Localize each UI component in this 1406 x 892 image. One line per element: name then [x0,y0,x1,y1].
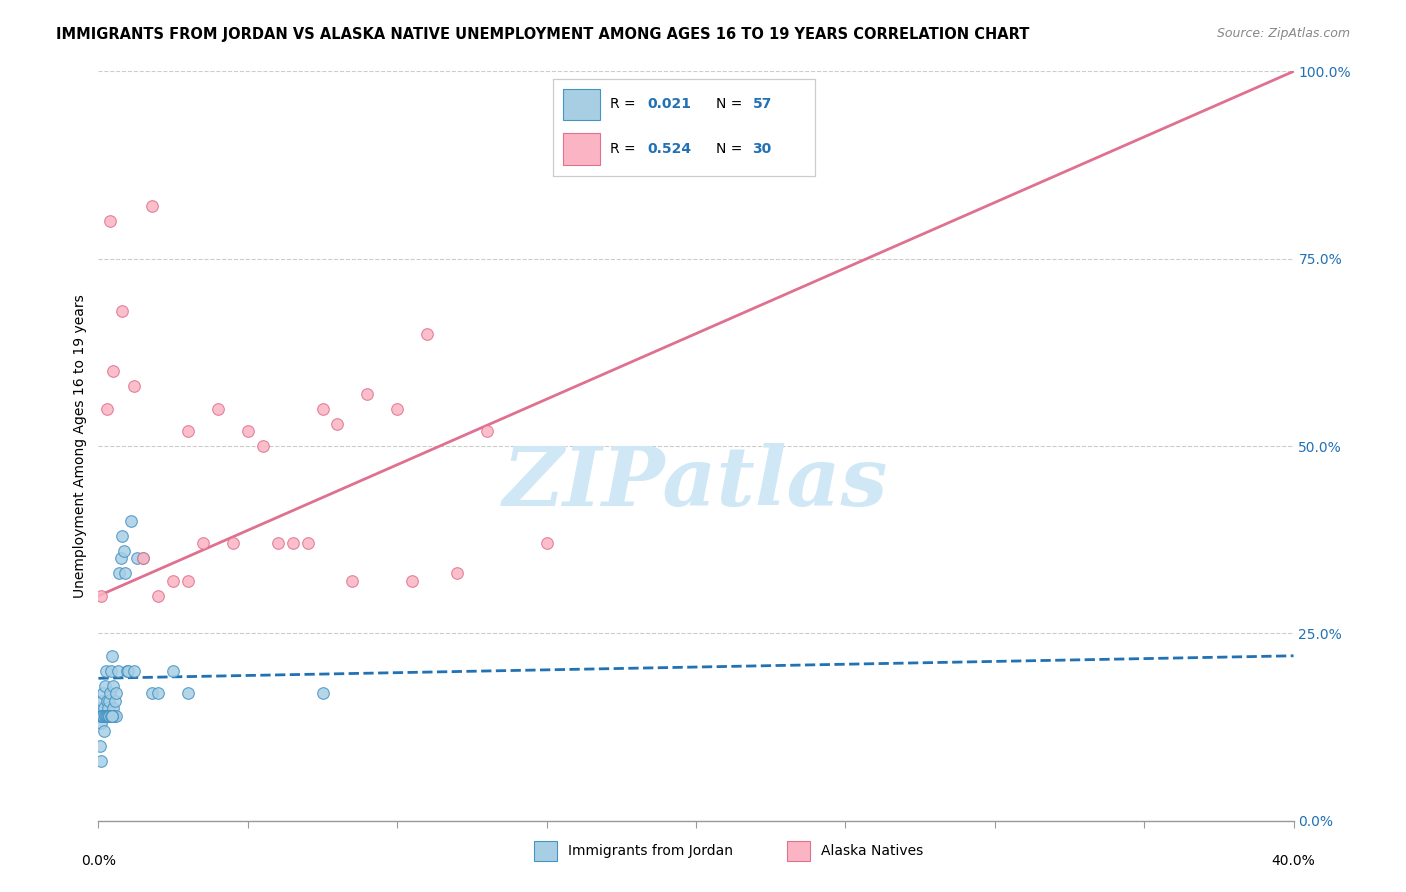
Point [96,694,118,708]
Point [101,708,124,723]
Point [148,589,170,603]
Point [141,199,163,213]
Point [94,708,117,723]
Point [111,529,134,543]
Point [98,708,121,723]
Point [93,708,115,723]
Point [222,536,245,550]
Point [141,686,163,700]
Point [446,566,468,581]
Point [103,708,125,723]
Point [132,551,155,566]
Point [120,514,142,528]
Point [236,424,259,438]
Point [297,536,319,550]
Point [91,708,114,723]
Point [311,686,333,700]
Point [89,754,111,768]
Point [326,417,349,431]
Point [103,364,125,378]
Point [90,589,112,603]
Point [91,686,114,700]
Point [97,701,120,715]
Point [101,679,124,693]
Point [124,664,146,678]
Point [110,551,132,566]
Y-axis label: Unemployment Among Ages 16 to 19 years: Unemployment Among Ages 16 to 19 years [73,294,87,598]
Point [98,708,121,723]
Point [107,664,129,678]
Point [89,701,111,715]
Point [104,708,127,723]
Point [132,551,155,566]
Point [90,708,112,723]
Point [98,214,122,228]
Point [97,708,120,723]
Point [93,708,115,723]
Point [89,739,111,753]
Point [93,701,115,715]
Point [127,551,149,566]
Point [416,326,439,341]
Point [385,401,409,416]
Point [101,648,124,663]
Point [475,424,498,438]
Point [103,701,125,715]
Point [342,574,364,588]
Text: ZIPatlas: ZIPatlas [503,443,889,524]
Text: 0.0%: 0.0% [82,855,115,868]
Point [105,686,128,700]
Point [91,708,114,723]
Point [114,566,136,581]
Point [115,664,138,678]
Point [311,401,333,416]
Point [177,574,200,588]
Point [111,304,134,318]
Point [98,686,122,700]
Text: Alaska Natives: Alaska Natives [821,844,924,858]
Point [90,708,112,723]
Point [97,694,120,708]
Point [207,401,229,416]
Point [177,424,200,438]
Point [281,536,304,550]
Point [96,708,118,723]
Point [90,716,112,731]
Point [162,664,184,678]
Point [177,686,200,700]
Point [100,664,122,678]
Point [93,723,115,738]
Point [104,694,127,708]
Point [124,379,146,393]
Point [90,708,112,723]
Point [536,536,558,550]
Point [91,694,114,708]
Point [94,664,117,678]
Point [96,708,118,723]
Point [97,708,120,723]
Point [401,574,423,588]
Point [267,536,290,550]
Point [117,664,139,678]
Point [96,708,118,723]
Point [191,536,214,550]
Point [100,708,122,723]
Point [252,439,274,453]
Point [108,566,131,581]
Point [356,386,378,401]
Point [162,574,184,588]
Point [148,686,170,700]
Point [96,401,118,416]
Text: IMMIGRANTS FROM JORDAN VS ALASKA NATIVE UNEMPLOYMENT AMONG AGES 16 TO 19 YEARS C: IMMIGRANTS FROM JORDAN VS ALASKA NATIVE … [56,27,1029,42]
Point [94,679,117,693]
Text: Immigrants from Jordan: Immigrants from Jordan [568,844,733,858]
Text: 40.0%: 40.0% [1271,855,1316,868]
Text: Source: ZipAtlas.com: Source: ZipAtlas.com [1216,27,1350,40]
Point [100,708,122,723]
Point [112,544,135,558]
